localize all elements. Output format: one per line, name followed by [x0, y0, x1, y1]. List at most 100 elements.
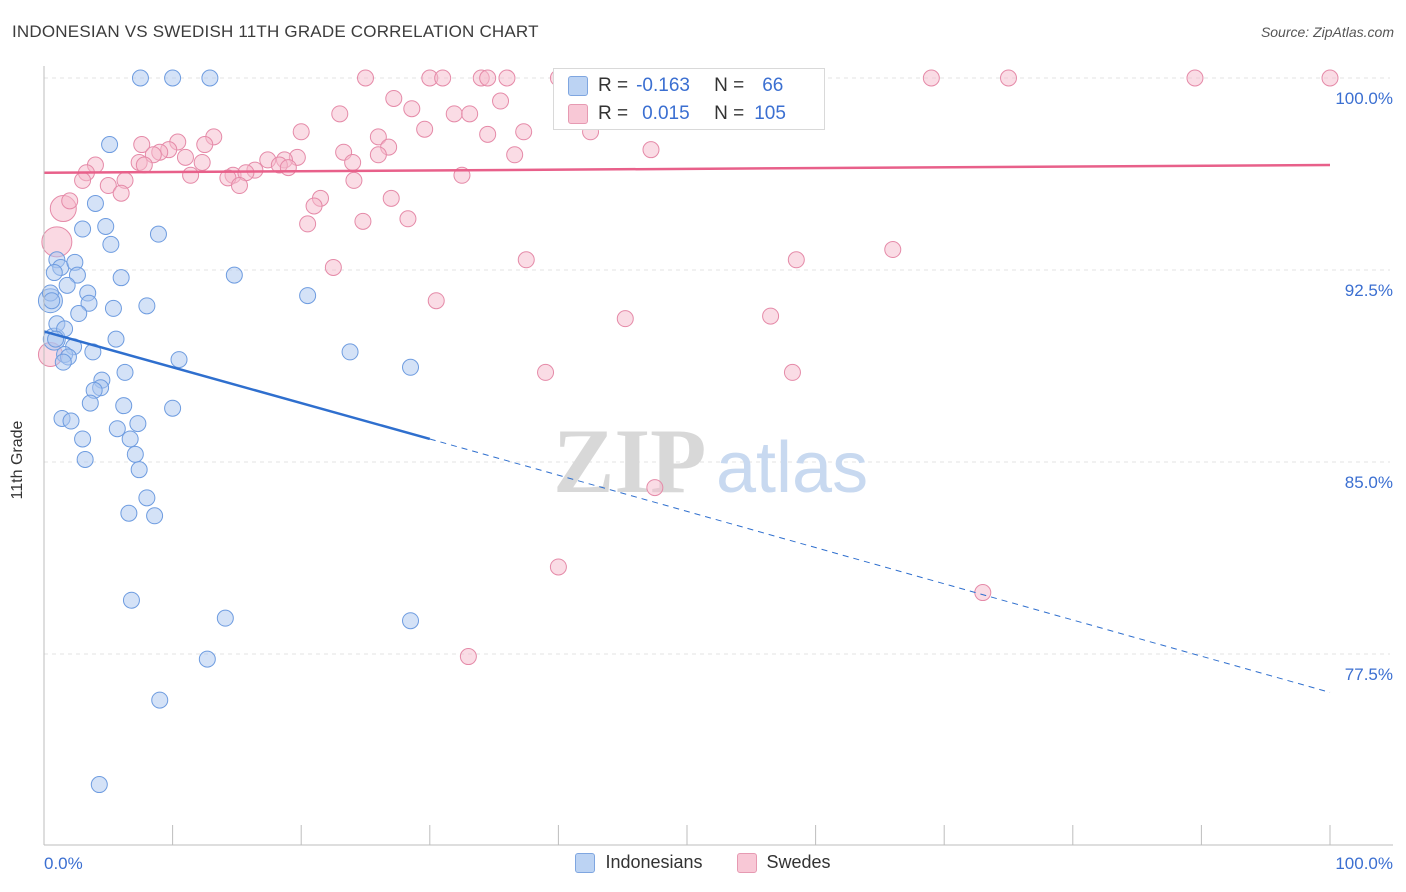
legend-label-swedes: Swedes	[766, 852, 831, 872]
swedes-point	[479, 125, 497, 143]
swedes-point	[182, 166, 200, 184]
indonesians-point	[402, 358, 420, 376]
n-value: 66	[762, 75, 784, 96]
indonesians-point	[54, 353, 72, 371]
swedes-point	[1186, 69, 1204, 87]
stats-legend: R = -0.163 N = 66 R = 0.015 N = 105	[553, 68, 825, 130]
indonesians-point	[58, 276, 76, 294]
indonesians-point	[129, 415, 147, 433]
swedes-point	[762, 307, 780, 325]
swedes-point	[345, 171, 363, 189]
swedes-point	[492, 92, 510, 110]
indonesians-point	[80, 294, 98, 312]
indonesians-point	[149, 225, 167, 243]
swedes-point	[74, 171, 92, 189]
swedes-point	[537, 363, 555, 381]
indonesians-point	[130, 461, 148, 479]
swedes-point	[616, 310, 634, 328]
y-tick-label: 100.0%	[1335, 89, 1393, 108]
indonesians-point	[138, 297, 156, 315]
indonesians-point	[164, 69, 182, 87]
n-label: N =	[714, 75, 745, 96]
swedes-point	[459, 648, 477, 666]
indonesians-point	[76, 450, 94, 468]
swedes-swatch	[736, 852, 757, 873]
source-label: Source: ZipAtlas.com	[1260, 24, 1394, 40]
swedes-point	[461, 105, 479, 123]
legend-item-indonesians[interactable]: Indonesians	[575, 852, 703, 873]
indonesians-point	[104, 299, 122, 317]
swedes-point	[61, 192, 79, 210]
swedes-point	[787, 251, 805, 269]
series-legend: Indonesians Swedes	[0, 852, 1406, 873]
stats-row-indonesians: R = -0.163 N = 66	[568, 73, 783, 99]
r-value: 0.015	[642, 103, 690, 124]
indonesians-trend-extension	[429, 438, 1331, 693]
indonesians-point	[198, 650, 216, 668]
n-value: 105	[754, 103, 786, 124]
indonesians-point	[97, 217, 115, 235]
swedes-point	[416, 120, 434, 138]
watermark-zip: ZIP	[553, 410, 706, 512]
grid-layer: 100.0% 92.5% 85.0% 77.5%	[44, 77, 1393, 684]
trend-lines	[43, 163, 1331, 693]
indonesians-point	[116, 363, 134, 381]
indonesians-point	[115, 397, 133, 415]
swedes-point	[399, 210, 417, 228]
indonesians-point	[170, 351, 188, 369]
y-tick-label: 85.0%	[1345, 473, 1393, 492]
indonesians-point	[341, 343, 359, 361]
indonesians-point	[138, 489, 156, 507]
indonesians-point	[216, 609, 234, 627]
swedes-point	[515, 123, 533, 141]
indonesians-point	[70, 305, 88, 323]
swedes-point	[1321, 69, 1339, 87]
indonesians-swatch	[575, 852, 596, 873]
swedes-point	[344, 153, 362, 171]
swedes-point	[434, 69, 452, 87]
x-tick-label: 0.0%	[44, 854, 83, 873]
indonesians-point	[74, 220, 92, 238]
indonesians-trend-line	[43, 330, 431, 441]
axes: 0.0% 100.0%	[43, 66, 1393, 873]
swedes-point	[112, 184, 130, 202]
indonesians-point	[151, 691, 169, 709]
indonesians-point	[68, 266, 86, 284]
r-value: -0.163	[636, 75, 690, 96]
swedes-point	[445, 105, 463, 123]
x-tick-label: 100.0%	[1335, 854, 1393, 873]
y-tick-label: 92.5%	[1345, 281, 1393, 300]
swedes-point	[357, 69, 374, 87]
indonesians-point	[146, 507, 164, 525]
legend-item-swedes[interactable]: Swedes	[736, 852, 831, 873]
indonesians-point	[126, 445, 144, 463]
indonesians-point	[122, 591, 140, 609]
swedes-point	[646, 479, 664, 497]
swedes-point	[427, 292, 445, 310]
swedes-point	[642, 141, 660, 159]
swedes-point	[382, 189, 400, 207]
indonesians-point	[225, 266, 243, 284]
swedes-point	[884, 241, 902, 259]
indonesians-point	[164, 399, 182, 417]
swedes-point	[133, 136, 151, 154]
legend-label-indonesians: Indonesians	[605, 852, 703, 872]
indonesians-point	[120, 504, 138, 522]
r-label: R =	[598, 103, 629, 124]
swedes-trend-line	[43, 163, 1331, 174]
swedes-point	[279, 159, 297, 177]
indonesians-point	[101, 136, 119, 154]
indonesians-point	[90, 776, 108, 794]
swedes-point	[324, 258, 342, 276]
indonesians-points	[37, 69, 420, 794]
chart-title: INDONESIAN VS SWEDISH 11TH GRADE CORRELA…	[12, 22, 539, 41]
swedes-point	[1000, 69, 1017, 87]
indonesians-point	[74, 430, 92, 448]
swedes-point	[331, 105, 349, 123]
swedes-point	[196, 136, 214, 154]
swedes-point	[369, 146, 387, 164]
swedes-point	[305, 197, 323, 215]
swedes-swatch	[568, 104, 588, 124]
swedes-point	[354, 212, 372, 230]
